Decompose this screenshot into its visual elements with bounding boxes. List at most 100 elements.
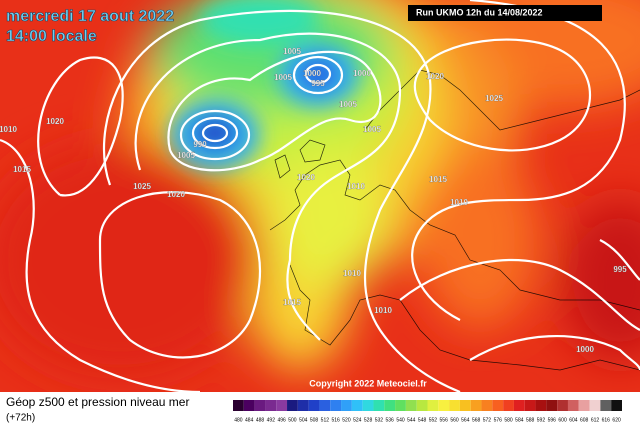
scale-label: 620 [612, 417, 621, 423]
isobar-label: 995 [311, 79, 325, 88]
copyright: Copyright 2022 Meteociel.fr [309, 378, 427, 388]
scale-swatch [481, 400, 493, 411]
scale-label: 584 [515, 417, 524, 423]
scale-label: 512 [321, 417, 330, 423]
scale-swatch [492, 400, 504, 411]
scale-label: 580 [504, 417, 513, 423]
scale-label: 480 [234, 417, 243, 423]
scale-swatch [546, 400, 558, 411]
scale-label: 560 [450, 417, 459, 423]
scale-swatch [254, 400, 266, 411]
scale-swatch [438, 400, 450, 411]
isobar-label: 1020 [46, 117, 64, 126]
scale-label: 492 [267, 417, 276, 423]
isobar-label: 1020 [167, 190, 185, 199]
scale-swatch [427, 400, 439, 411]
scale-swatch [449, 400, 460, 411]
scale-swatch [341, 400, 352, 411]
scale-label: 600 [558, 417, 567, 423]
scale-label: 588 [526, 417, 535, 423]
scale-label: 604 [569, 417, 578, 423]
run-box [408, 5, 602, 21]
field [0, 0, 640, 392]
scale-label: 520 [342, 417, 351, 423]
isobar-label: 1025 [485, 94, 503, 103]
scale-swatch [405, 400, 417, 411]
isobar-label: 1005 [274, 73, 292, 82]
scale-label: 568 [472, 417, 481, 423]
scale-label: 544 [407, 417, 416, 423]
scale-label: 484 [245, 417, 254, 423]
isobar-label: 1020 [426, 72, 444, 81]
scale-label: 608 [580, 417, 589, 423]
scale-swatch [287, 400, 298, 411]
scale-swatch [233, 400, 244, 411]
scale-swatch [319, 400, 331, 411]
scale-swatch [557, 400, 568, 411]
isobar-label: 1020 [297, 173, 315, 182]
scale-swatch [362, 400, 374, 411]
scale-label: 572 [483, 417, 492, 423]
isobar-label: 1015 [13, 165, 31, 174]
isobar-label: 1010 [450, 198, 468, 207]
time: 14:00 locale [6, 28, 97, 45]
scale-label: 500 [288, 417, 297, 423]
scale-label: 536 [386, 417, 395, 423]
isobar-label: 1000 [303, 69, 321, 78]
isobar-label: 990 [193, 140, 207, 149]
footer-lead: (+72h) [6, 413, 35, 424]
isobar-label: 1005 [283, 47, 301, 56]
run: Run UKMO 12h du 14/08/2022 [416, 7, 543, 17]
scale-swatch [535, 400, 547, 411]
scale-label: 552 [429, 417, 438, 423]
isobar-label: 1010 [374, 306, 392, 315]
scale-label: 576 [494, 417, 503, 423]
isobar-label: 1005 [177, 151, 195, 160]
scale-swatch [351, 400, 363, 411]
scale-label: 592 [537, 417, 546, 423]
scale-label: 616 [602, 417, 611, 423]
scale-swatch [611, 400, 622, 411]
isobar-label: 995 [613, 265, 627, 274]
scale-label: 528 [364, 417, 373, 423]
scale-swatch [567, 400, 579, 411]
isobar-label: 1025 [133, 182, 151, 191]
scale-swatch [243, 400, 255, 411]
isobar-label: 1005 [363, 125, 381, 134]
isobars [37, 0, 640, 371]
footer-title: Géop z500 et pression niveau mer [6, 395, 189, 409]
scale-label: 548 [418, 417, 427, 423]
scale-swatch [373, 400, 385, 411]
scale-label: 596 [548, 417, 557, 423]
color-scale: 480 484 488 492 496 500 504 508 512 516 520 524 528 5… [233, 400, 622, 423]
scale-swatch [524, 400, 536, 411]
scale-swatch [459, 400, 471, 411]
scale-swatch [513, 400, 525, 411]
scale-swatch [395, 400, 406, 411]
isobar-label: 1000 [353, 69, 371, 78]
isobar-label: 1015 [429, 175, 447, 184]
isobar-label: 1000 [576, 345, 594, 354]
isobar-label: 1010 [343, 269, 361, 278]
scale-label: 532 [375, 417, 384, 423]
scale-swatch [297, 400, 309, 411]
scale-swatch [265, 400, 277, 411]
scale-label: 504 [299, 417, 308, 423]
scale-label: 496 [277, 417, 286, 423]
isobar-label: 1015 [283, 298, 301, 307]
scale-label: 564 [461, 417, 470, 423]
scale-label: 612 [591, 417, 600, 423]
scale-swatch [384, 400, 396, 411]
scale-swatch [503, 400, 514, 411]
coastlines [269, 69, 640, 371]
scale-label: 508 [310, 417, 319, 423]
scale-swatch [330, 400, 342, 411]
scale-swatch [308, 400, 320, 411]
isobar-label: 1005 [339, 100, 357, 109]
scale-label: 516 [331, 417, 340, 423]
isobar-label: 1010 [0, 125, 17, 134]
scale-label: 524 [353, 417, 362, 423]
